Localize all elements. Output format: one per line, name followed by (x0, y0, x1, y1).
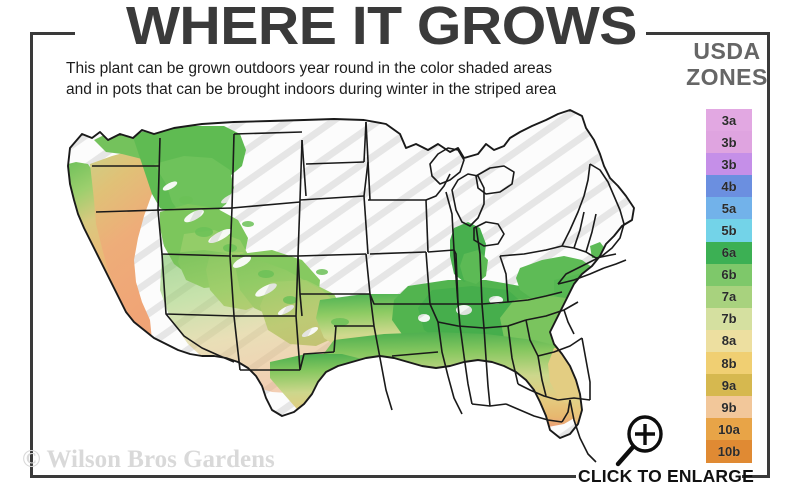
frame-right-edge (767, 32, 770, 478)
subtitle-text: This plant can be grown outdoors year ro… (66, 58, 646, 100)
legend-swatch-9a-12: 9a (706, 374, 752, 397)
legend-swatch-7a-8: 7a (706, 285, 752, 308)
frame-bottom-right (742, 475, 770, 478)
legend-swatch-5b-5: 5b (706, 219, 752, 242)
legend-swatch-10a-14: 10a (706, 418, 752, 441)
legend-swatch-4b-3: 4b (706, 175, 752, 198)
legend-swatch-8b-11: 8b (706, 352, 752, 375)
frame-left-edge (30, 32, 33, 478)
map-state-outlines (67, 109, 635, 463)
legend-swatch-6a-6: 6a (706, 241, 752, 264)
frame-top-right (646, 32, 770, 35)
legend-swatch-8a-10: 8a (706, 329, 752, 353)
legend-swatch-5a-4: 5a (706, 197, 752, 220)
legend-heading: USDA ZONES (672, 38, 782, 90)
legend-swatch-6b-7: 6b (706, 263, 752, 286)
legend-swatch-3b-2: 3b (706, 153, 752, 176)
legend-swatch-3b-1: 3b (706, 131, 752, 154)
subtitle-line-1: This plant can be grown outdoors year ro… (66, 60, 552, 77)
usda-hardiness-map[interactable] (34, 104, 664, 464)
frame-top-left (30, 32, 75, 35)
legend-heading-line-1: USDA (693, 38, 761, 64)
subtitle-line-2: and in pots that can be brought indoors … (66, 81, 557, 98)
click-to-enlarge-label[interactable]: CLICK TO ENLARGE (578, 466, 754, 486)
legend-swatch-9b-13: 9b (706, 396, 752, 419)
legend-swatch-7b-9: 7b (706, 307, 752, 330)
magnifier-plus-icon[interactable] (612, 414, 668, 470)
page-title: WHERE IT GROWS (125, 0, 637, 56)
legend-swatch-3a-0: 3a (706, 109, 752, 132)
copyright-watermark: © Wilson Bros Gardens (22, 446, 275, 473)
frame-bottom-left (30, 475, 576, 478)
legend-swatch-10b-15: 10b (706, 440, 752, 463)
usda-zone-legend: 3a 3b 3b 4b 5a 5b 6a 6b 7a 7b 8a 8b 9a 9b 10a 10b (706, 109, 752, 463)
legend-heading-line-2: ZONES (686, 64, 768, 90)
